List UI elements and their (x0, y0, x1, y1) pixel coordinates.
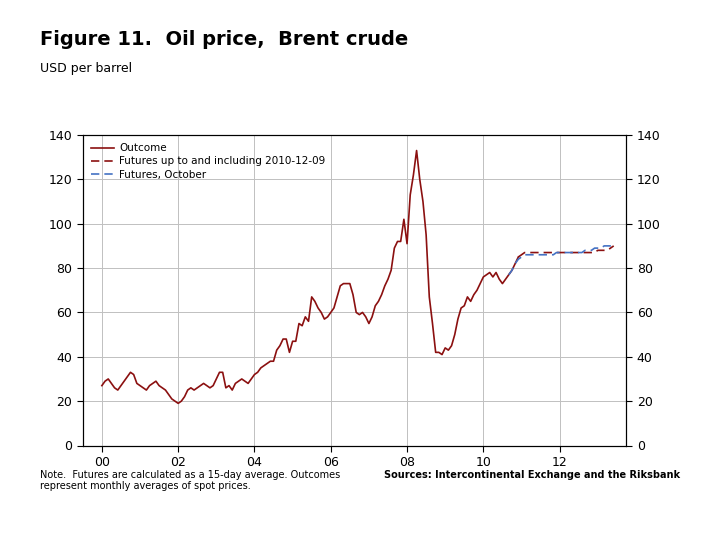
Text: Figure 11.  Oil price,  Brent crude: Figure 11. Oil price, Brent crude (40, 30, 408, 49)
Text: Note.  Futures are calculated as a 15-day average. Outcomes
represent monthly av: Note. Futures are calculated as a 15-day… (40, 470, 340, 491)
Text: SVERIGES
RIKSBANK: SVERIGES RIKSBANK (644, 49, 684, 62)
Text: Sources: Intercontinental Exchange and the Riksbank: Sources: Intercontinental Exchange and t… (384, 470, 680, 480)
Legend: Outcome, Futures up to and including 2010-12-09, Futures, October: Outcome, Futures up to and including 201… (88, 140, 328, 183)
Text: USD per barrel: USD per barrel (40, 62, 132, 75)
